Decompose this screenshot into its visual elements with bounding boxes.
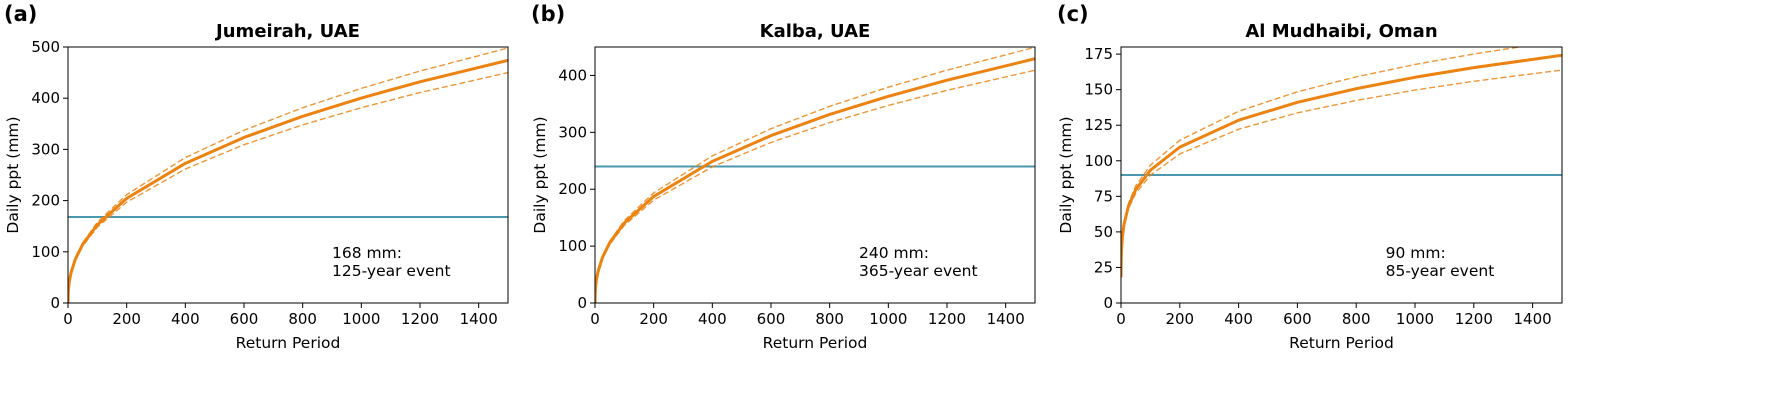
y-tick-label: 200 [558,180,587,198]
chart-title: Al Mudhaibi, Oman [1245,21,1437,42]
x-tick-label: 1000 [342,310,380,328]
y-tick-label: 0 [577,294,587,312]
series-line-lower-bound [1121,69,1562,278]
x-axis-label: Return Period [236,334,341,352]
y-tick-label: 150 [1084,81,1113,99]
x-tick-label: 1200 [928,310,966,328]
x-tick-label: 200 [639,310,668,328]
annotation-text: 168 mm: [332,244,402,262]
panel-label: (c) [1057,2,1089,26]
y-tick-label: 200 [31,192,60,210]
x-tick-label: 1000 [869,310,907,328]
x-tick-label: 1400 [460,310,498,328]
y-tick-label: 125 [1084,116,1113,134]
chart-title: Kalba, UAE [760,21,871,42]
y-tick-label: 400 [558,66,587,84]
y-axis-label: Daily ppt (mm) [4,116,22,233]
annotation-text: 240 mm: [859,244,929,262]
y-tick-label: 25 [1094,258,1113,276]
axes-frame [67,46,509,304]
y-tick-label: 0 [50,294,60,312]
x-axis-label: Return Period [763,334,868,352]
axes-frame [594,46,1036,304]
chart-title: Jumeirah, UAE [214,21,360,42]
x-tick-label: 1000 [1396,310,1434,328]
y-tick-label: 300 [558,123,587,141]
y-tick-label: 100 [1084,152,1113,170]
panel-label: (a) [4,2,37,26]
series-line-lower-bound [595,69,1035,303]
x-tick-label: 600 [230,310,259,328]
panel-label: (b) [531,2,565,26]
y-tick-label: 75 [1094,187,1113,205]
x-tick-label: 0 [1116,310,1126,328]
annotation-text: 125-year event [332,262,451,280]
x-tick-label: 0 [63,310,73,328]
y-tick-label: 400 [31,89,60,107]
y-tick-label: 300 [31,140,60,158]
chart-panel-c: 0 200 400 600 800 1000 1200 1400 0 25 50 75 100 125 15… [1057,2,1563,352]
x-tick-label: 400 [698,310,727,328]
x-axis-label: Return Period [1289,334,1394,352]
series-line-lower-bound [68,71,508,303]
series-line-central [1121,53,1562,278]
y-tick-label: 0 [1103,294,1113,312]
y-tick-label: 100 [31,243,60,261]
axes-frame [1120,46,1563,304]
x-tick-label: 1200 [401,310,439,328]
y-tick-label: 100 [558,237,587,255]
annotation-text: 90 mm: [1386,244,1446,262]
x-tick-label: 600 [1283,310,1312,328]
y-tick-label: 175 [1084,45,1113,63]
x-tick-label: 1400 [1514,310,1552,328]
x-tick-label: 800 [815,310,844,328]
y-tick-label: 500 [31,38,60,56]
annotation-text: 85-year event [1386,262,1495,280]
x-tick-label: 600 [757,310,786,328]
x-tick-label: 800 [1342,310,1371,328]
y-tick-label: 50 [1094,223,1113,241]
y-axis-label: Daily ppt (mm) [1057,116,1075,233]
chart-panel-a: 0 200 400 600 800 1000 1200 1400 0 100 200 300 400 50… [4,2,509,352]
x-tick-label: 800 [288,310,317,328]
x-tick-label: 0 [590,310,600,328]
x-tick-label: 400 [171,310,200,328]
series-line-central [68,58,508,303]
x-tick-label: 200 [112,310,141,328]
chart-panel-b: 0 200 400 600 800 1000 1200 1400 0 100 200 300 400 Re… [531,2,1036,352]
y-axis-label: Daily ppt (mm) [531,116,549,233]
annotation-text: 365-year event [859,262,978,280]
series-line-upper-bound [1121,47,1524,278]
x-tick-label: 1400 [987,310,1025,328]
x-tick-label: 400 [1224,310,1253,328]
x-tick-label: 200 [1165,310,1194,328]
x-tick-label: 1200 [1455,310,1493,328]
